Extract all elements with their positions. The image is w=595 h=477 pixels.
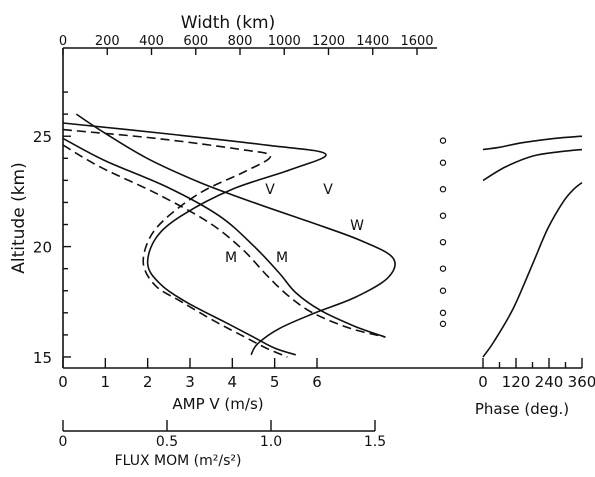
curve-label-m: M (276, 250, 288, 266)
amp-tick-label: 4 (228, 373, 238, 391)
amp-tick-label: 1 (101, 373, 111, 391)
amp-tick-label: 3 (185, 373, 195, 391)
labels-layer: V V W M M (225, 182, 364, 266)
altitude-marker (439, 212, 447, 219)
flux-tick-label: 1.5 (364, 434, 386, 450)
flux-axis-label: FLUX MOM (m²/s²) (115, 453, 242, 469)
curves-layer (62, 113, 583, 358)
width-tick-label: 600 (183, 34, 208, 49)
altitude-marker (439, 309, 447, 317)
amp-axis-label: AMP V (m/s) (172, 395, 263, 413)
altitude-marker (439, 238, 447, 246)
curve-w-solid (75, 113, 396, 356)
width-tick-label: 800 (228, 34, 253, 49)
curve-label-v: V (265, 182, 275, 198)
width-axis-label: Width (km) (181, 13, 275, 33)
altitude-tick-label: 20 (33, 239, 52, 257)
phase-tick-label: 0 (478, 373, 488, 391)
width-tick-label: 1000 (268, 34, 301, 49)
width-tick-label: 1400 (356, 34, 389, 49)
curve-m-dashed (62, 144, 386, 338)
flux-tick-label: 1.0 (260, 434, 282, 450)
altitude-tick-label: 25 (33, 128, 52, 146)
amp-tick-label: 6 (312, 373, 322, 391)
width-tick-label: 1200 (312, 34, 345, 49)
altitude-marker (439, 159, 447, 166)
curve-label-m: M (225, 250, 237, 266)
amp-tick-label: 2 (143, 373, 153, 391)
phase-axis-label: Phase (deg.) (475, 400, 569, 418)
curve-v-solid (62, 122, 327, 356)
curve-label-w: W (350, 218, 364, 234)
curve-label-v: V (323, 182, 333, 198)
width-tick-label: 400 (139, 34, 164, 49)
width-tick-label: 1600 (400, 34, 433, 49)
width-tick-label: 0 (59, 34, 67, 49)
altitude-tick-label: 15 (33, 349, 52, 367)
amp-tick-label: 0 (58, 373, 68, 391)
altitude-marker (439, 185, 447, 193)
flux-tick-label: 0.5 (156, 434, 178, 450)
phase-tick-label: 240 (535, 373, 564, 391)
curve-m-solid (62, 137, 386, 338)
amp-tick-label: 5 (270, 373, 280, 391)
flux-tick-label: 0 (59, 434, 68, 450)
phase-curve-3 (482, 181, 583, 358)
phase-tick-label: 120 (502, 373, 531, 391)
curve-v-dashed (62, 128, 288, 358)
phase-curve-1 (482, 135, 583, 151)
altitude-marker (439, 287, 447, 294)
altitude-axis-label: Altitude (km) (9, 162, 29, 274)
phase-tick-label: 360 (568, 373, 595, 391)
width-tick-label: 200 (95, 34, 120, 49)
altitude-marker (439, 137, 447, 144)
altitude-marker (439, 320, 447, 328)
phase-curve-2 (482, 148, 583, 182)
altitude-marker (439, 265, 447, 272)
